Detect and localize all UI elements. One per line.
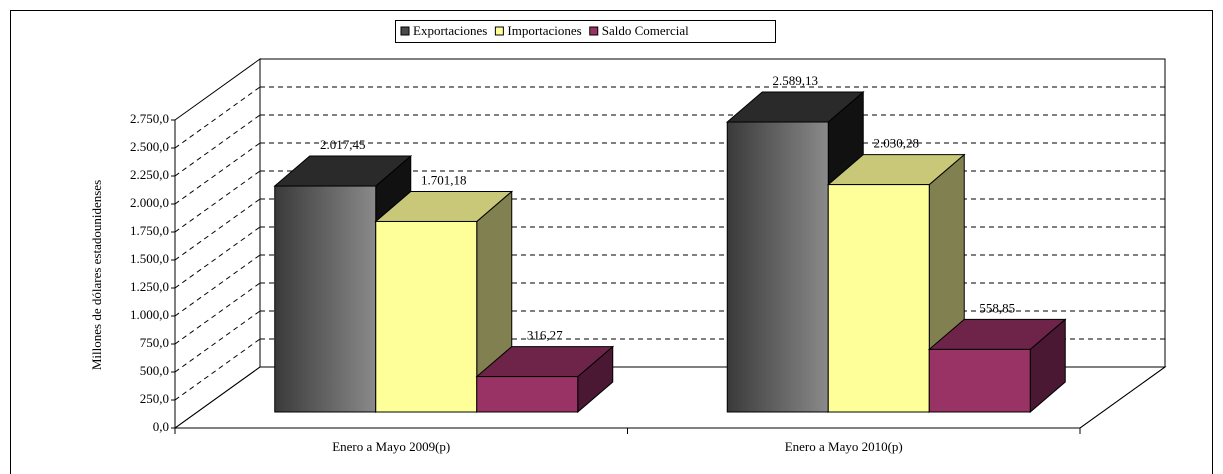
chart-border — [10, 10, 1213, 474]
y-tick-label: 2.750,0 — [130, 111, 169, 126]
y-tick-label: 250,0 — [140, 391, 169, 406]
grid-line-side — [174, 338, 261, 401]
bar — [827, 184, 930, 413]
value-label: 1.701,18 — [421, 172, 467, 187]
legend-swatch — [494, 26, 504, 36]
legend-label: Saldo Comercial — [602, 23, 689, 38]
grid-line-side — [174, 114, 261, 177]
y-tick-label: 2.500,0 — [130, 139, 169, 154]
grid-line-side — [174, 198, 261, 261]
grid-line-side — [174, 254, 261, 317]
y-tick-label: 1.500,0 — [130, 251, 169, 266]
value-label: 2.017,45 — [320, 137, 366, 152]
side-wall — [174, 58, 261, 429]
legend-label: Exportaciones — [413, 23, 487, 38]
value-label: 2.030,28 — [874, 136, 920, 151]
y-tick-label: 1.250,0 — [130, 279, 169, 294]
x-tick-label: Enero a Mayo 2010(p) — [785, 439, 903, 454]
grid-line-side — [174, 86, 261, 149]
bar — [726, 121, 829, 413]
bar — [375, 220, 478, 413]
y-tick-label: 2.250,0 — [130, 167, 169, 182]
legend-swatch — [400, 26, 410, 36]
grid-line-side — [174, 170, 261, 233]
value-label: 2.589,13 — [773, 73, 819, 88]
y-axis-title: Millones de dólares estadounidenses — [89, 180, 104, 370]
y-tick-label: 750,0 — [140, 335, 169, 350]
x-tick-label: Enero a Mayo 2009(p) — [332, 439, 450, 454]
grid-line-side — [174, 310, 261, 373]
legend-swatch — [589, 26, 599, 36]
bar — [476, 376, 579, 413]
bar — [928, 348, 1031, 413]
grid-line-side — [174, 226, 261, 289]
legend-label: Importaciones — [507, 23, 581, 38]
legend-box — [395, 20, 776, 43]
grid-line-side — [174, 142, 261, 205]
y-tick-label: 1.000,0 — [130, 307, 169, 322]
x-axis-right — [1079, 366, 1166, 429]
y-tick-label: 500,0 — [140, 363, 169, 378]
bar — [274, 185, 377, 413]
value-label: 558,85 — [979, 300, 1015, 315]
value-label: 316,27 — [527, 328, 563, 343]
y-tick-label: 2.000,0 — [130, 195, 169, 210]
y-tick-label: 0,0 — [153, 419, 169, 434]
y-tick-label: 1.750,0 — [130, 223, 169, 238]
grid-line-side — [174, 282, 261, 345]
